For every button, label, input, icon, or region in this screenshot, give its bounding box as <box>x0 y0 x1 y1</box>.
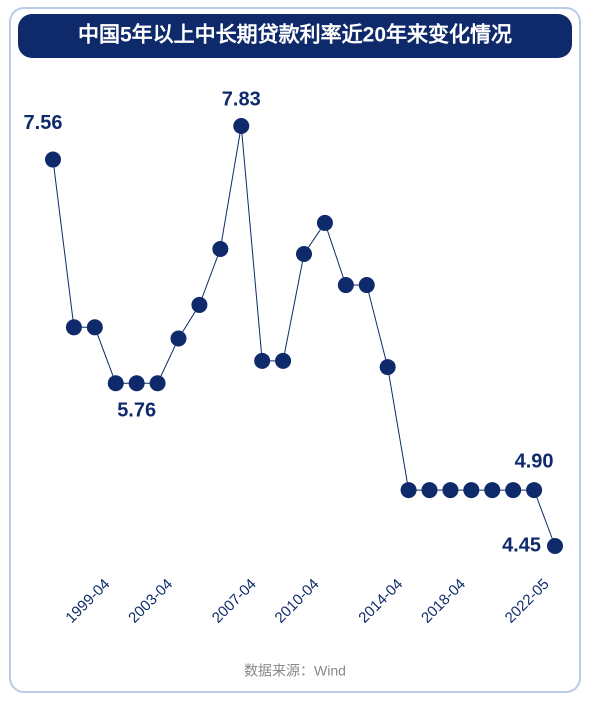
point <box>107 375 124 392</box>
point <box>86 319 103 336</box>
point <box>421 482 438 499</box>
title-bar <box>18 14 572 58</box>
point <box>149 375 166 392</box>
point <box>296 245 312 262</box>
point <box>212 241 229 258</box>
point <box>463 482 480 499</box>
point <box>128 375 145 392</box>
point <box>316 214 333 231</box>
point <box>379 359 396 376</box>
chart-title: 中国5年以上中长期贷款利率近20年来变化情况 <box>78 23 512 47</box>
point <box>275 352 292 369</box>
point <box>170 330 187 347</box>
point <box>65 319 82 336</box>
source: 数据来源：Wind <box>244 663 346 679</box>
point <box>547 538 563 554</box>
point <box>254 352 271 369</box>
point <box>45 151 61 168</box>
point <box>191 296 208 313</box>
point <box>233 118 250 134</box>
point <box>442 482 459 499</box>
point <box>526 482 543 499</box>
data-label: 7.83 <box>222 88 261 110</box>
point <box>505 482 522 499</box>
point <box>400 482 417 499</box>
frame <box>9 7 581 693</box>
point <box>484 482 501 499</box>
data-label: 7.56 <box>24 112 63 134</box>
data-label: 5.76 <box>117 400 156 422</box>
point <box>337 277 354 294</box>
data-label: 4.45 <box>502 534 541 556</box>
point <box>358 277 375 294</box>
data-label: 4.90 <box>515 450 554 472</box>
